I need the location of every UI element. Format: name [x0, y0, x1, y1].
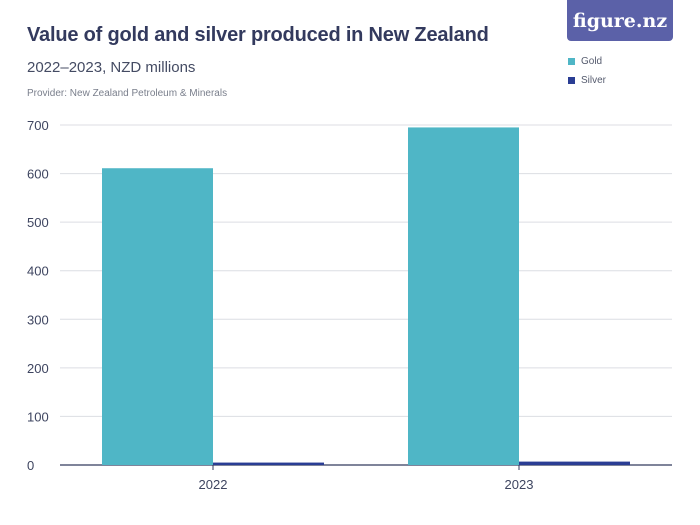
legend-swatch-silver — [568, 77, 575, 84]
legend: Gold Silver — [568, 52, 606, 90]
y-tick-label: 100 — [27, 409, 49, 424]
legend-label-silver: Silver — [581, 75, 607, 86]
y-tick-label: 200 — [27, 361, 49, 376]
y-tick-label: 300 — [27, 312, 49, 327]
y-tick-label: 0 — [27, 458, 34, 473]
x-tick-label: 2023 — [505, 477, 534, 492]
y-tick-label: 500 — [27, 215, 49, 230]
legend-item-gold: Gold — [568, 52, 606, 71]
bar-silver-2023 — [519, 461, 630, 465]
x-tick-label: 2022 — [199, 477, 228, 492]
bar-gold-2022 — [102, 168, 213, 465]
y-tick-label: 600 — [27, 167, 49, 182]
legend-item-silver: Silver — [568, 71, 606, 90]
chart-subtitle: 2022–2023, NZD millions — [27, 59, 196, 76]
legend-label-gold: Gold — [581, 56, 603, 67]
legend-swatch-gold — [568, 58, 575, 65]
chart-title: Value of gold and silver produced in New… — [27, 24, 489, 46]
provider-note: Provider: New Zealand Petroleum & Minera… — [27, 88, 228, 99]
bar-silver-2022 — [213, 462, 324, 465]
y-tick-label: 700 — [27, 118, 49, 133]
bar-gold-2023 — [408, 127, 519, 465]
y-tick-label: 400 — [27, 264, 49, 279]
figure-nz-logo[interactable]: figure.nz — [567, 0, 673, 41]
